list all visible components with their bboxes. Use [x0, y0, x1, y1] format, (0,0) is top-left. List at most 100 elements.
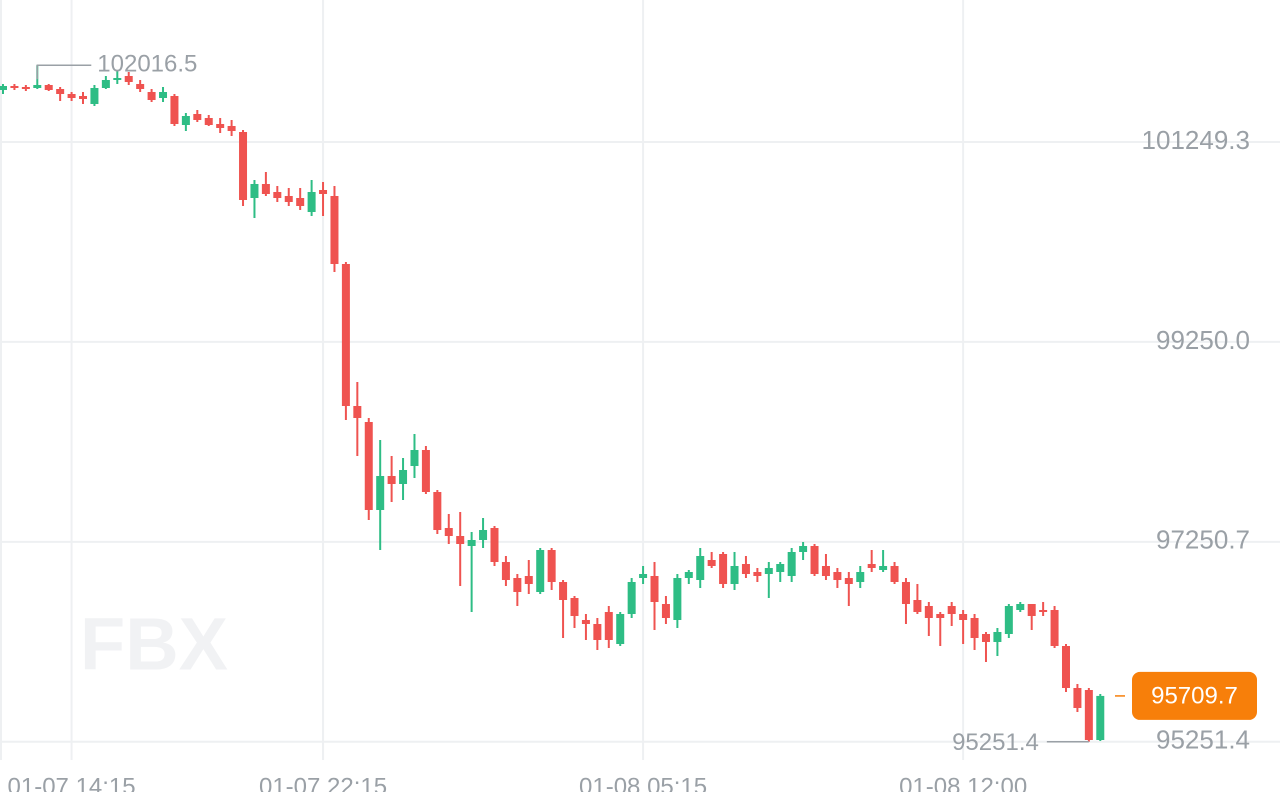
y-tick-label: 97250.7 [1156, 525, 1250, 555]
candle-body [1016, 604, 1025, 610]
candle-body [936, 614, 945, 618]
candle-body [239, 132, 248, 200]
candle-body [273, 192, 282, 198]
candle-body [787, 552, 796, 576]
candle-body [661, 604, 670, 618]
y-tick-label: 95251.4 [1156, 725, 1250, 755]
x-tick-label: 01-07 22:15 [259, 773, 387, 792]
candle-body [56, 89, 65, 94]
candle-body [696, 556, 705, 580]
candle-body [44, 85, 53, 90]
candle-body [33, 85, 42, 88]
candle-body [867, 564, 876, 568]
candle-body [261, 184, 270, 194]
candle-body [776, 564, 785, 572]
candle-body [650, 576, 659, 602]
candle-body [444, 528, 453, 536]
candle-body [1027, 604, 1036, 616]
candle-body [764, 568, 773, 574]
candle-body [959, 614, 968, 620]
candle-body [810, 546, 819, 574]
candle-body [547, 550, 556, 582]
y-tick-label: 101249.3 [1142, 125, 1250, 155]
candle-body [1050, 610, 1059, 646]
candle-body [821, 566, 830, 576]
candle-body [170, 96, 179, 124]
candle-body [559, 582, 568, 600]
candle-body [901, 582, 910, 604]
candle-body [513, 578, 522, 592]
max-marker-line [36, 64, 92, 80]
candle-body [124, 76, 133, 82]
candle-body [79, 96, 88, 99]
candle-body [216, 124, 225, 128]
candle-body [719, 554, 728, 584]
candle-body [193, 114, 202, 120]
candle-body [421, 450, 430, 492]
candle-body [147, 92, 156, 100]
candle-body [924, 606, 933, 618]
candle-body [67, 94, 76, 98]
candle-body [639, 574, 648, 578]
candle-body [673, 578, 682, 620]
candle-body [581, 620, 590, 624]
candle-body [1061, 646, 1070, 688]
candle-body [136, 84, 145, 89]
candle-body [376, 476, 385, 510]
candle-body [524, 576, 533, 584]
candle-body [1004, 606, 1013, 634]
candle-body [570, 598, 579, 616]
candle-body [684, 572, 693, 578]
candle-body [970, 618, 979, 638]
candle-body [913, 600, 922, 612]
candle-body [947, 606, 956, 614]
candle-body [319, 190, 328, 194]
candle-body [387, 476, 396, 484]
candle-body [604, 612, 613, 640]
candle-body [456, 536, 465, 544]
candle-body [741, 564, 750, 574]
candle-body [1096, 695, 1105, 740]
candle-body [410, 450, 419, 466]
candle-body [250, 184, 259, 198]
candle-body [10, 86, 19, 88]
candle-body [593, 624, 602, 640]
candle-body [993, 632, 1002, 642]
candle-body [1073, 688, 1082, 708]
candle-body [1084, 690, 1093, 740]
candle-body [856, 572, 865, 582]
candle-body [21, 87, 30, 89]
candle-body [467, 540, 476, 546]
candle-body [90, 88, 99, 104]
candle-body [707, 560, 716, 566]
max-label: 102016.5 [97, 51, 197, 78]
candle-body [341, 264, 350, 406]
x-tick-label: 01-07 14:15 [8, 773, 136, 792]
candle-body [101, 80, 110, 88]
candle-body [753, 572, 762, 576]
candle-body [159, 92, 168, 98]
watermark: FBX [80, 603, 228, 686]
candle-body [627, 582, 636, 614]
candle-body [844, 578, 853, 584]
candle-body [0, 86, 7, 90]
candle-body [307, 192, 316, 212]
x-tick-label: 01-08 05:15 [579, 773, 707, 792]
candle-body [364, 422, 373, 510]
candle-body [353, 406, 362, 418]
candle-body [616, 614, 625, 644]
x-tick-label: 01-08 12:00 [899, 773, 1027, 792]
y-tick-label: 99250.0 [1156, 325, 1250, 355]
candle-body [399, 470, 408, 484]
price-tag-label: 95709.7 [1151, 682, 1238, 709]
candle-body [113, 78, 122, 80]
candle-body [879, 566, 888, 570]
candle-body [284, 196, 293, 202]
candle-body [890, 566, 899, 582]
candle-body [799, 546, 808, 552]
candle-body [296, 198, 305, 206]
candle-body [1039, 610, 1048, 612]
candle-body [181, 116, 190, 125]
candle-body [501, 562, 510, 580]
